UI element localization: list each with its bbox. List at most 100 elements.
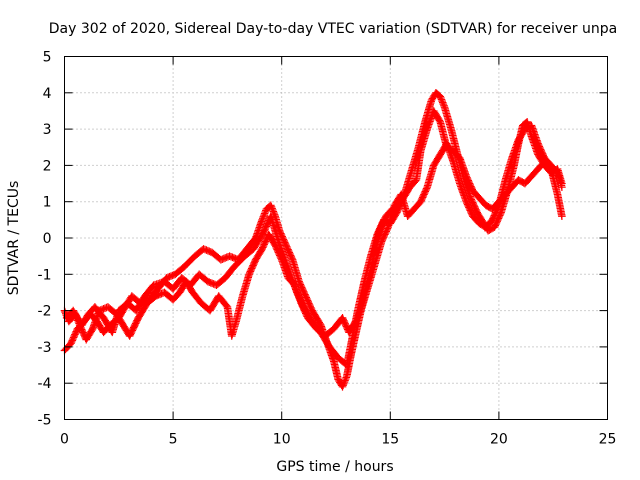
data-point bbox=[125, 332, 134, 340]
data-point bbox=[247, 266, 255, 274]
data-point bbox=[156, 290, 164, 299]
data-point bbox=[70, 332, 79, 340]
data-point bbox=[350, 319, 359, 327]
data-point bbox=[490, 211, 499, 220]
data-point bbox=[378, 220, 386, 229]
data-point bbox=[307, 303, 315, 312]
data-point bbox=[374, 229, 382, 237]
data-point bbox=[258, 245, 266, 253]
data-point bbox=[490, 223, 499, 231]
data-point bbox=[227, 252, 235, 261]
data-point bbox=[493, 205, 501, 214]
data-point bbox=[204, 246, 212, 255]
data-point bbox=[77, 325, 86, 334]
data-point bbox=[467, 195, 476, 204]
data-point bbox=[225, 252, 234, 260]
data-point bbox=[271, 241, 279, 250]
data-point bbox=[206, 278, 215, 287]
data-point bbox=[302, 309, 310, 318]
data-point bbox=[422, 184, 431, 193]
data-point bbox=[463, 173, 471, 182]
data-point bbox=[465, 179, 474, 188]
data-point bbox=[286, 251, 295, 260]
data-point bbox=[383, 224, 392, 233]
data-point bbox=[304, 298, 312, 306]
data-point bbox=[305, 299, 313, 308]
data-point bbox=[416, 197, 425, 206]
data-point bbox=[534, 139, 542, 148]
data-point bbox=[536, 145, 545, 154]
data-point bbox=[126, 330, 135, 339]
data-point bbox=[376, 223, 385, 231]
data-point bbox=[71, 330, 79, 339]
data-point bbox=[492, 220, 500, 229]
data-point bbox=[465, 203, 473, 212]
data-point bbox=[218, 255, 227, 263]
data-point bbox=[353, 313, 362, 321]
data-point bbox=[305, 300, 314, 309]
data-point bbox=[465, 205, 474, 213]
x-tick-label: 15 bbox=[381, 432, 399, 448]
data-point bbox=[466, 194, 475, 202]
x-tick-label: 5 bbox=[169, 432, 178, 448]
data-point bbox=[153, 291, 161, 300]
data-point bbox=[300, 289, 309, 297]
data-point bbox=[472, 205, 480, 214]
data-point bbox=[250, 258, 259, 267]
data-point bbox=[420, 190, 428, 199]
data-point bbox=[277, 254, 285, 263]
data-point bbox=[251, 257, 259, 266]
data-point bbox=[422, 186, 430, 194]
data-point bbox=[297, 299, 306, 308]
data-point bbox=[462, 197, 471, 206]
data-point bbox=[339, 315, 347, 324]
data-point bbox=[301, 290, 309, 299]
data-point bbox=[262, 222, 271, 231]
data-point bbox=[230, 254, 238, 262]
data-point bbox=[488, 216, 497, 224]
data-point bbox=[249, 261, 257, 270]
data-point bbox=[127, 329, 135, 338]
data-point bbox=[355, 310, 363, 319]
data-point bbox=[491, 221, 500, 230]
data-point bbox=[463, 200, 472, 209]
data-point bbox=[297, 283, 306, 292]
data-point bbox=[76, 322, 85, 331]
data-point bbox=[307, 305, 316, 313]
data-point bbox=[78, 327, 87, 335]
data-point bbox=[355, 308, 364, 317]
data-point bbox=[411, 177, 420, 185]
data-point bbox=[492, 218, 501, 227]
data-point bbox=[261, 224, 270, 232]
data-point bbox=[298, 300, 306, 309]
data-point bbox=[299, 286, 307, 295]
data-point bbox=[259, 228, 268, 236]
y-tick-label: 0 bbox=[43, 231, 52, 247]
data-point bbox=[127, 328, 136, 336]
data-point bbox=[467, 184, 476, 192]
data-point bbox=[217, 255, 225, 264]
data-point bbox=[467, 208, 475, 216]
data-point bbox=[493, 204, 502, 213]
data-point bbox=[418, 194, 426, 203]
data-point bbox=[353, 314, 361, 323]
data-point bbox=[272, 244, 281, 252]
data-point bbox=[287, 253, 296, 261]
data-point bbox=[340, 318, 349, 327]
data-point bbox=[275, 251, 284, 260]
data-point bbox=[69, 335, 77, 343]
data-point bbox=[467, 182, 475, 191]
data-point bbox=[68, 336, 77, 345]
data-point bbox=[300, 305, 308, 313]
data-point bbox=[466, 206, 475, 215]
data-point bbox=[99, 304, 108, 313]
data-point bbox=[494, 202, 503, 211]
data-point bbox=[463, 199, 471, 207]
data-point bbox=[471, 204, 480, 213]
data-point bbox=[205, 278, 214, 286]
x-axis-label: GPS time / hours bbox=[276, 459, 393, 475]
data-point bbox=[154, 291, 163, 299]
data-point bbox=[164, 273, 172, 282]
plot-frame bbox=[64, 56, 608, 420]
data-point bbox=[303, 296, 312, 305]
